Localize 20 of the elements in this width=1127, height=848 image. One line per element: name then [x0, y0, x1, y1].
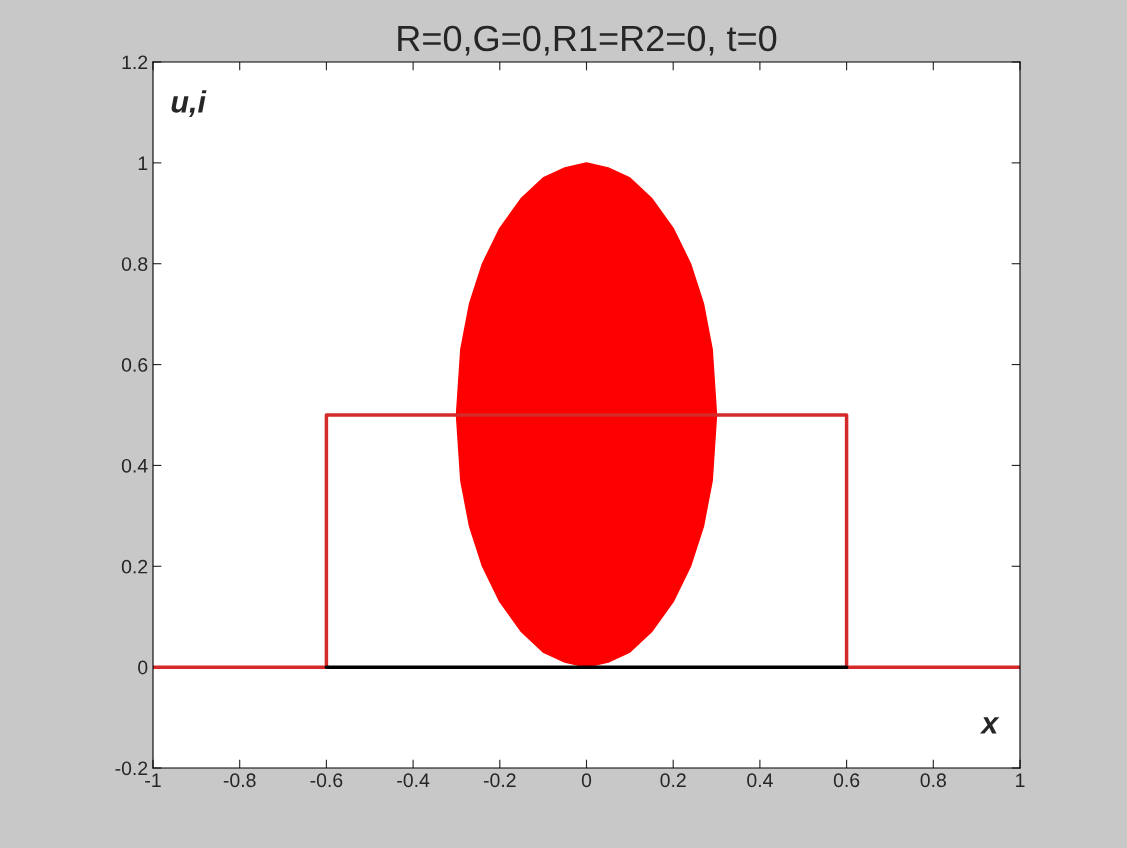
x-tick-label: 1	[1016, 773, 1025, 787]
x-tick-label: -0.6	[310, 773, 343, 788]
x-tick-label: 0.6	[833, 773, 860, 788]
y-tick-label: 0.8	[121, 257, 148, 271]
x-axis-title: x	[979, 717, 1000, 734]
x-tick-label: -0.8	[223, 773, 256, 788]
y-tick-label: 1	[138, 156, 148, 170]
y-tick-label: 0.2	[121, 559, 148, 574]
y-axis-title: u,i	[171, 90, 207, 118]
x-tick-label: -0.2	[483, 773, 516, 788]
x-tick-label: 0.4	[747, 773, 773, 788]
x-tick-label: 0	[581, 773, 592, 788]
y-tick-label: 0.6	[121, 358, 148, 372]
y-tick-label: 0	[138, 660, 148, 675]
x-tick-label: 0.8	[920, 773, 946, 788]
y-tick-label: 1.2	[122, 55, 148, 70]
chart-title: R=0,G=0,R1=R2=0, t=0	[398, 25, 777, 56]
y-tick-label: 0.4	[121, 458, 148, 473]
x-tick-label: 0.2	[660, 773, 686, 788]
x-tick-label: -0.4	[397, 773, 430, 788]
